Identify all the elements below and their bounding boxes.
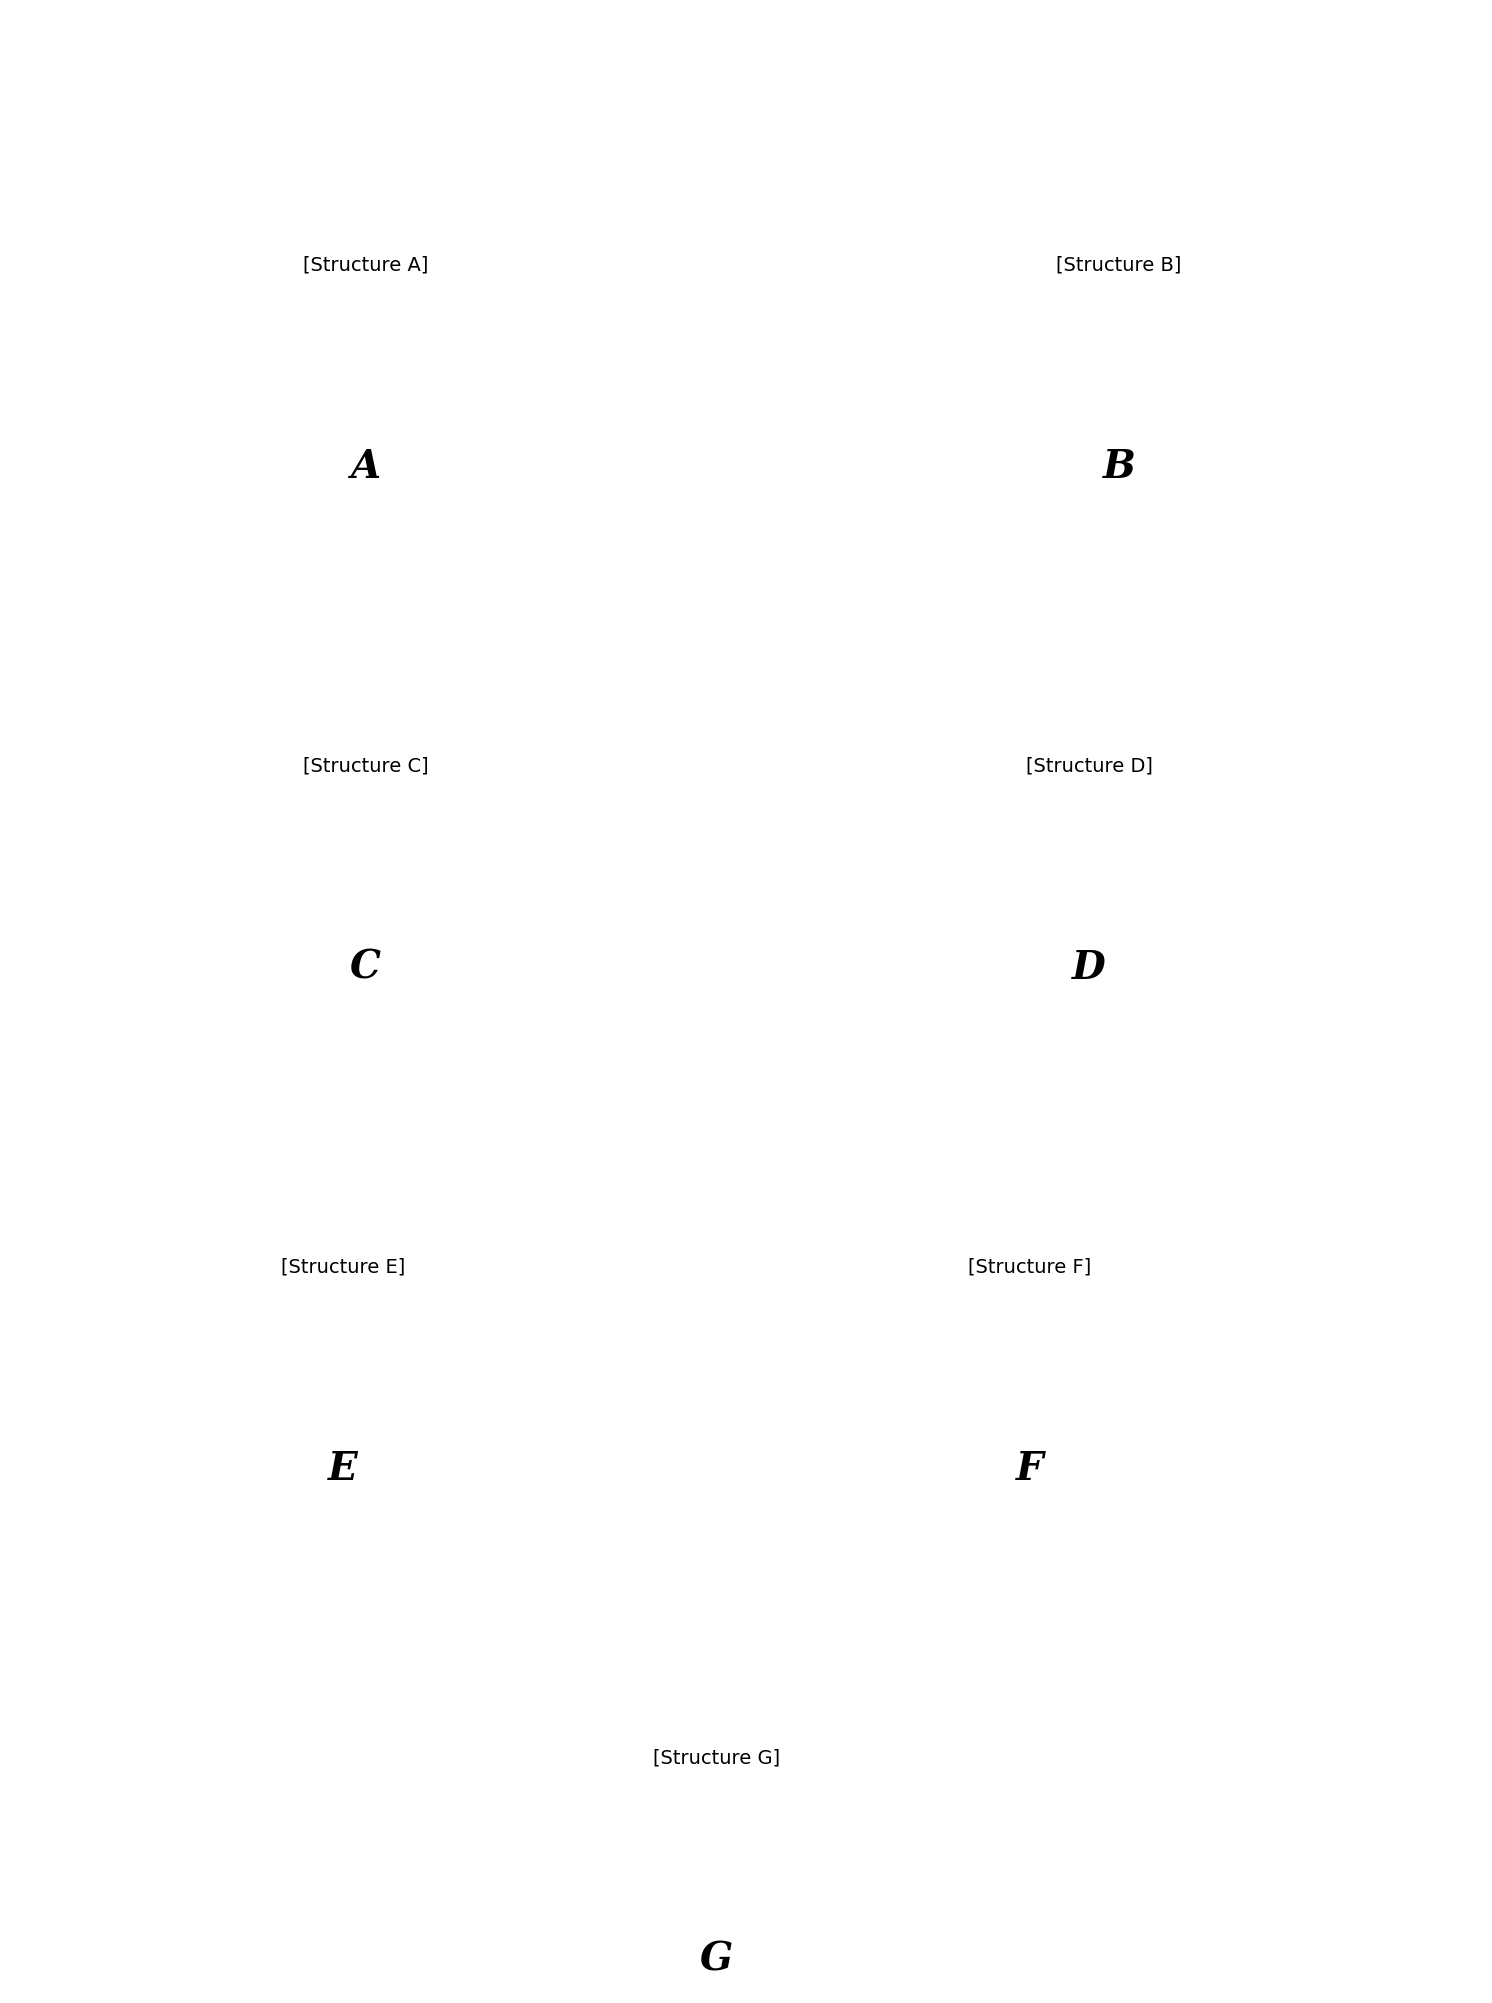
Text: C: C	[351, 949, 380, 987]
Text: A: A	[351, 449, 380, 487]
Text: E: E	[328, 1450, 358, 1488]
Text: [Structure B]: [Structure B]	[1056, 256, 1182, 274]
Text: F: F	[1016, 1450, 1043, 1488]
Text: B: B	[1103, 449, 1135, 487]
Text: [Structure E]: [Structure E]	[280, 1258, 406, 1276]
Text: [Structure D]: [Structure D]	[1025, 757, 1153, 775]
Text: [Structure F]: [Structure F]	[968, 1258, 1091, 1276]
Text: [Structure A]: [Structure A]	[303, 256, 428, 274]
Text: [Structure C]: [Structure C]	[303, 757, 428, 775]
Text: [Structure G]: [Structure G]	[652, 1749, 780, 1767]
Text: G: G	[700, 1941, 733, 1979]
Text: D: D	[1073, 949, 1106, 987]
